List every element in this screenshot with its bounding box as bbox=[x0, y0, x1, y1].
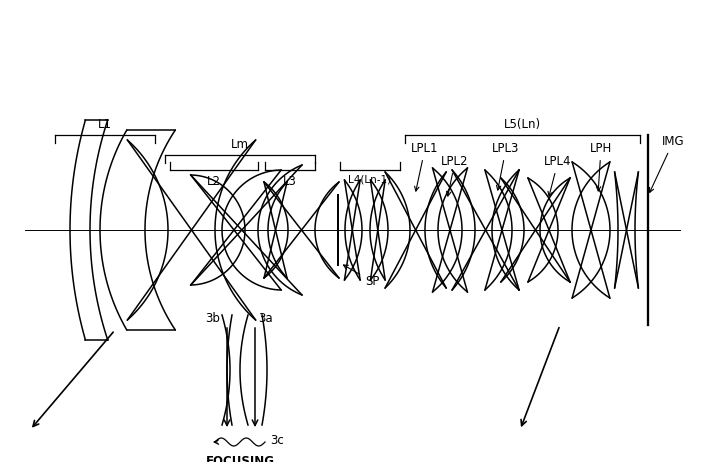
Text: L5(Ln): L5(Ln) bbox=[504, 118, 541, 131]
Text: L1: L1 bbox=[98, 118, 112, 131]
Text: LPL4: LPL4 bbox=[544, 155, 571, 196]
Text: LPL1: LPL1 bbox=[411, 142, 439, 191]
Text: L3: L3 bbox=[283, 175, 297, 188]
Text: IMG: IMG bbox=[649, 135, 684, 192]
Text: FOCUSING: FOCUSING bbox=[206, 455, 274, 462]
Text: LPL3: LPL3 bbox=[492, 142, 519, 190]
Text: LPL2: LPL2 bbox=[442, 155, 469, 196]
Text: SP: SP bbox=[343, 265, 379, 288]
Text: L2: L2 bbox=[207, 175, 221, 188]
Text: 3a: 3a bbox=[258, 312, 272, 325]
Text: Lm: Lm bbox=[231, 138, 249, 151]
Text: LPH: LPH bbox=[590, 142, 612, 191]
Text: 3b: 3b bbox=[205, 312, 220, 325]
Text: L4(Ln-1): L4(Ln-1) bbox=[348, 175, 392, 185]
Text: 3c: 3c bbox=[270, 433, 284, 446]
